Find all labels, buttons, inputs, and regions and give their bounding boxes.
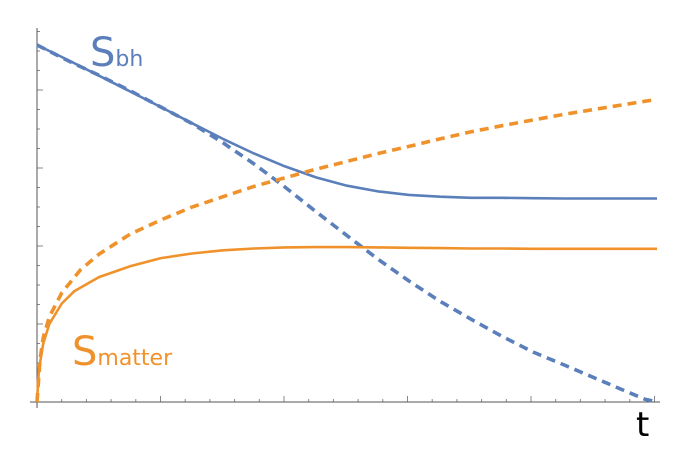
- label-s-bh-sub: bh: [115, 47, 143, 72]
- label-s-bh: Sbh: [90, 30, 143, 76]
- label-s-bh-main: S: [90, 30, 115, 76]
- label-s-matter: Smatter: [72, 329, 173, 375]
- series-group: [35, 43, 658, 404]
- series-line-3: [35, 245, 657, 403]
- series-line-1: [36, 43, 657, 200]
- label-s-matter-sub: matter: [97, 346, 173, 371]
- series-line-4: [35, 97, 658, 403]
- x-axis-label: t: [636, 405, 649, 445]
- label-s-matter-main: S: [72, 329, 97, 375]
- series-line-2: [36, 43, 658, 404]
